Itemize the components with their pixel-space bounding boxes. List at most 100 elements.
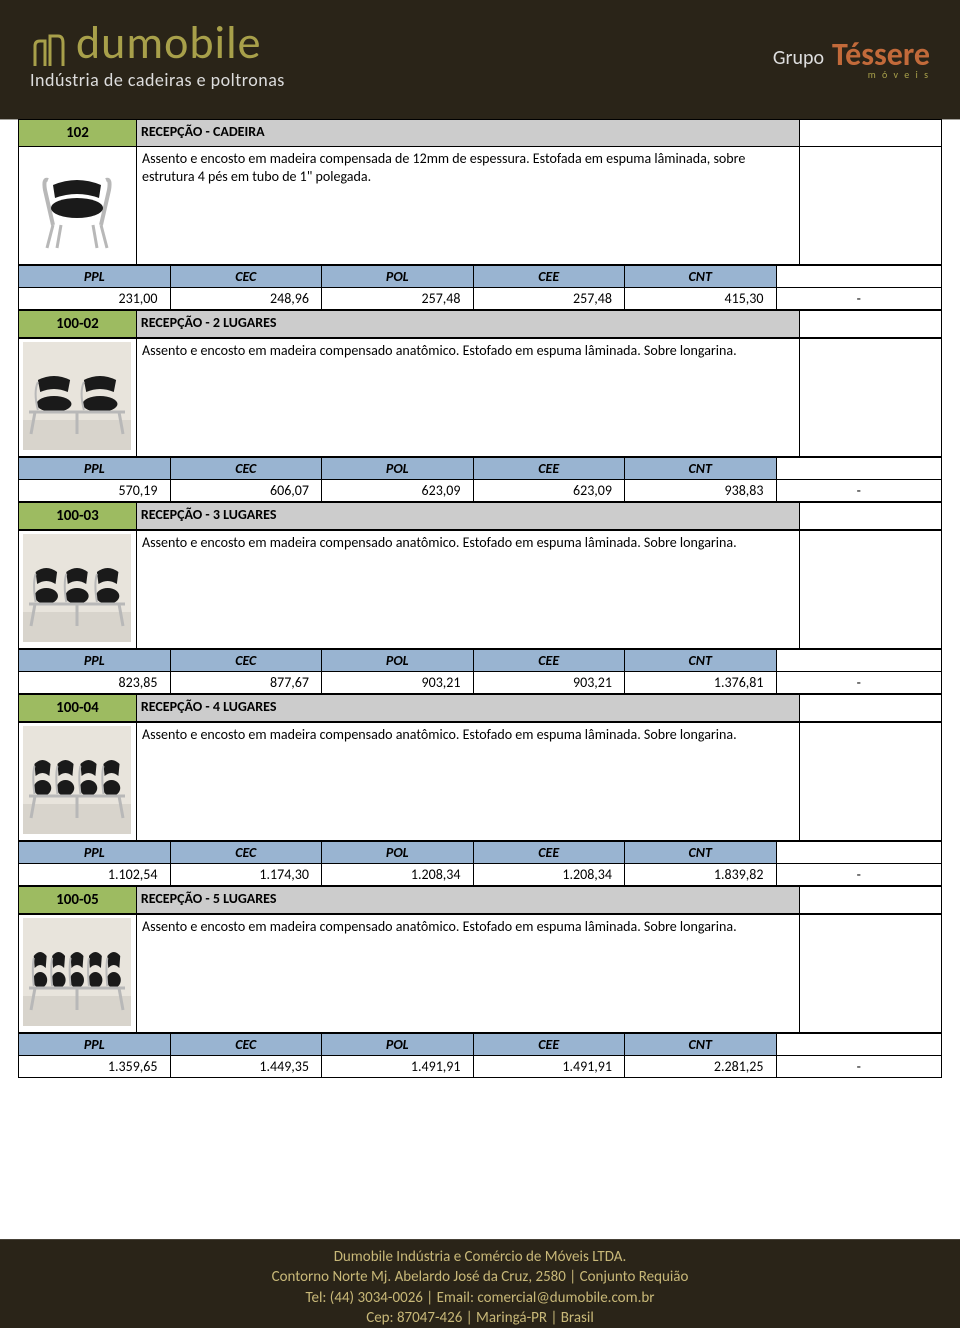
product-description: Assento e encosto em madeira compensado … bbox=[136, 339, 799, 457]
product-block: Assento e encosto em madeira compensado … bbox=[18, 914, 942, 1078]
price-column-header: CEE bbox=[473, 458, 625, 480]
product-title: RECEPÇÃO - 2 LUGARES bbox=[136, 311, 799, 338]
price-extra: - bbox=[776, 1056, 942, 1078]
product-block: Assento e encosto em madeira compensado … bbox=[18, 722, 942, 886]
product-table: Assento e encosto em madeira compensado … bbox=[18, 530, 942, 649]
product-code: 100-03 bbox=[19, 503, 137, 530]
price-value: 1.491,91 bbox=[322, 1056, 474, 1078]
price-column-header: CNT bbox=[625, 1034, 777, 1056]
price-value: 877,67 bbox=[170, 672, 322, 694]
product-table: Assento e encosto em madeira compensado … bbox=[18, 722, 942, 841]
desc-empty bbox=[800, 531, 942, 649]
description-row: Assento e encosto em madeira compensado … bbox=[19, 723, 942, 841]
price-value: 606,07 bbox=[170, 480, 322, 502]
price-column-header: CEE bbox=[473, 650, 625, 672]
price-column-header: POL bbox=[322, 842, 474, 864]
product-image bbox=[19, 147, 137, 265]
product-title: RECEPÇÃO - CADEIRA bbox=[136, 120, 799, 147]
price-value-row: 570,19606,07623,09623,09938,83 - bbox=[19, 480, 942, 502]
price-header-row: PPLCECPOLCEECNT bbox=[19, 650, 942, 672]
price-extra: - bbox=[776, 480, 942, 502]
product-image bbox=[19, 531, 137, 649]
price-value: 1.102,54 bbox=[19, 864, 171, 886]
product-description: Assento e encosto em madeira compensada … bbox=[136, 147, 799, 265]
price-value-row: 1.359,651.449,351.491,911.491,912.281,25… bbox=[19, 1056, 942, 1078]
price-value-row: 231,00248,96257,48257,48415,30 - bbox=[19, 288, 942, 310]
price-value: 231,00 bbox=[19, 288, 171, 310]
price-value: 1.208,34 bbox=[322, 864, 474, 886]
price-column-header: CNT bbox=[625, 266, 777, 288]
product-description: Assento e encosto em madeira compensado … bbox=[136, 723, 799, 841]
product-title: RECEPÇÃO - 4 LUGARES bbox=[136, 695, 799, 722]
price-table: PPLCECPOLCEECNT 1.359,651.449,351.491,91… bbox=[18, 1033, 942, 1078]
product-code: 100-05 bbox=[19, 887, 137, 914]
logo-icon bbox=[30, 31, 70, 71]
price-column-header: PPL bbox=[19, 458, 171, 480]
price-value: 1.208,34 bbox=[473, 864, 625, 886]
product-code: 100-04 bbox=[19, 695, 137, 722]
price-value: 938,83 bbox=[625, 480, 777, 502]
price-value: 2.281,25 bbox=[625, 1056, 777, 1078]
price-value: 1.491,91 bbox=[473, 1056, 625, 1078]
price-header-empty bbox=[776, 458, 942, 480]
price-column-header: POL bbox=[322, 266, 474, 288]
price-header-empty bbox=[776, 266, 942, 288]
footer-address: Contorno Norte Mj. Abelardo José da Cruz… bbox=[0, 1267, 960, 1287]
product-block: Assento e encosto em madeira compensado … bbox=[18, 530, 942, 694]
product-image bbox=[19, 915, 137, 1033]
price-value: 1.359,65 bbox=[19, 1056, 171, 1078]
title-row: 100-03 RECEPÇÃO - 3 LUGARES bbox=[19, 503, 942, 530]
price-value: 570,19 bbox=[19, 480, 171, 502]
price-column-header: CEC bbox=[170, 1034, 322, 1056]
product-title-table: 100-03 RECEPÇÃO - 3 LUGARES bbox=[18, 502, 942, 530]
price-header-empty bbox=[776, 650, 942, 672]
price-value-row: 823,85877,67903,21903,211.376,81 - bbox=[19, 672, 942, 694]
product-description: Assento e encosto em madeira compensado … bbox=[136, 531, 799, 649]
price-header-row: PPLCECPOLCEECNT bbox=[19, 842, 942, 864]
price-header-empty bbox=[776, 1034, 942, 1056]
title-empty bbox=[800, 311, 942, 338]
product-table: Assento e encosto em madeira compensado … bbox=[18, 914, 942, 1033]
price-column-header: CEE bbox=[473, 1034, 625, 1056]
price-value: 248,96 bbox=[170, 288, 322, 310]
product-table: 102 RECEPÇÃO - CADEIRA Assento e encosto… bbox=[18, 119, 942, 265]
price-value: 823,85 bbox=[19, 672, 171, 694]
price-extra: - bbox=[776, 672, 942, 694]
price-extra: - bbox=[776, 288, 942, 310]
product-image bbox=[19, 339, 137, 457]
desc-empty bbox=[800, 147, 942, 265]
logo-grupo: Grupo Téssere m ó v e i s bbox=[773, 35, 930, 81]
title-row: 100-05 RECEPÇÃO - 5 LUGARES bbox=[19, 887, 942, 914]
price-column-header: POL bbox=[322, 1034, 474, 1056]
price-column-header: CNT bbox=[625, 458, 777, 480]
price-header-row: PPLCECPOLCEECNT bbox=[19, 458, 942, 480]
catalog-content: 102 RECEPÇÃO - CADEIRA Assento e encosto… bbox=[0, 119, 960, 1078]
product-code: 102 bbox=[19, 120, 137, 147]
price-column-header: CNT bbox=[625, 842, 777, 864]
product-title: RECEPÇÃO - 5 LUGARES bbox=[136, 887, 799, 914]
price-value: 623,09 bbox=[322, 480, 474, 502]
price-column-header: CEC bbox=[170, 458, 322, 480]
product-title: RECEPÇÃO - 3 LUGARES bbox=[136, 503, 799, 530]
product-image bbox=[19, 723, 137, 841]
price-column-header: POL bbox=[322, 458, 474, 480]
price-value: 415,30 bbox=[625, 288, 777, 310]
price-column-header: CEE bbox=[473, 842, 625, 864]
title-empty bbox=[800, 887, 942, 914]
price-column-header: CNT bbox=[625, 650, 777, 672]
price-column-header: POL bbox=[322, 650, 474, 672]
product-title-table: 100-04 RECEPÇÃO - 4 LUGARES bbox=[18, 694, 942, 722]
price-value: 257,48 bbox=[473, 288, 625, 310]
product-block: Assento e encosto em madeira compensado … bbox=[18, 338, 942, 502]
price-column-header: PPL bbox=[19, 650, 171, 672]
logo-dumobile: dumobile Indústria de cadeiras e poltron… bbox=[30, 15, 285, 91]
description-row: Assento e encosto em madeira compensado … bbox=[19, 531, 942, 649]
price-table: PPLCECPOLCEECNT 823,85877,67903,21903,21… bbox=[18, 649, 942, 694]
price-value: 623,09 bbox=[473, 480, 625, 502]
description-row: Assento e encosto em madeira compensado … bbox=[19, 339, 942, 457]
price-column-header: PPL bbox=[19, 266, 171, 288]
description-row: Assento e encosto em madeira compensado … bbox=[19, 915, 942, 1033]
page-header: dumobile Indústria de cadeiras e poltron… bbox=[0, 0, 960, 119]
price-value: 1.839,82 bbox=[625, 864, 777, 886]
product-title-table: 100-02 RECEPÇÃO - 2 LUGARES bbox=[18, 310, 942, 338]
